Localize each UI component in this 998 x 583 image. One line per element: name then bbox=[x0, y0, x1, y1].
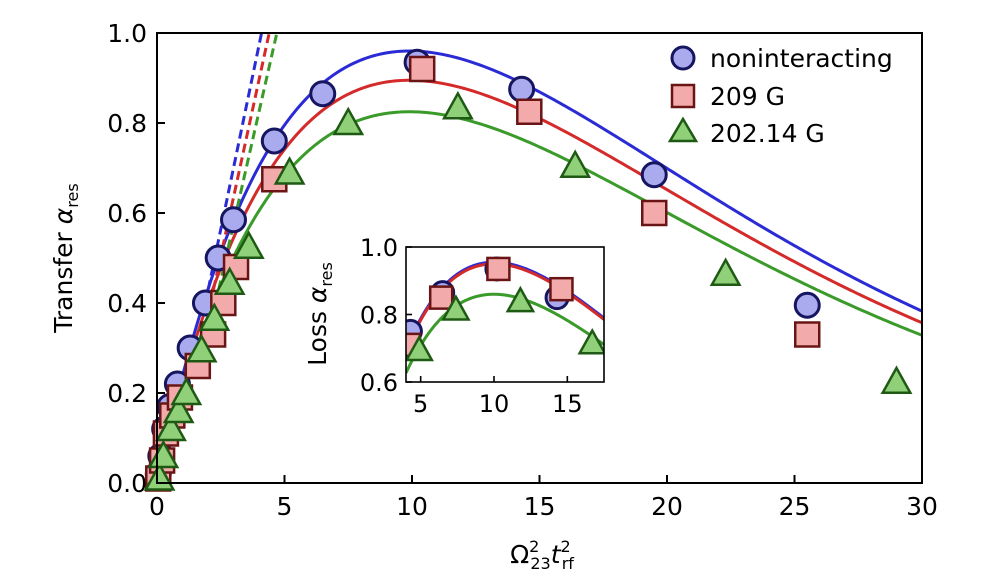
x-tick-label-6: 30 bbox=[906, 492, 938, 521]
data-point-s2-3 bbox=[162, 394, 195, 424]
inset-fit-curve-2 bbox=[406, 292, 604, 374]
data-point-s1-11 bbox=[516, 98, 543, 125]
data-point-s2-5 bbox=[185, 333, 218, 363]
inset-point-s2-3 bbox=[577, 327, 604, 355]
data-point-s0-10 bbox=[309, 80, 337, 108]
data-point-s2-7 bbox=[213, 266, 246, 296]
inset-ticks: 5 10 15 0.6 0.8 1.0 bbox=[360, 234, 583, 418]
data-point-s2-6 bbox=[198, 302, 231, 332]
data-point-s0-8 bbox=[220, 206, 247, 234]
data-point-s0-14 bbox=[793, 291, 821, 319]
x-tick-label-4: 20 bbox=[651, 492, 683, 521]
inset-y-axis-label: Loss αres bbox=[303, 262, 336, 366]
y-tick-label-5: 1.0 bbox=[107, 19, 147, 48]
x-tick-label-1: 5 bbox=[277, 492, 293, 521]
data-point-s2-10 bbox=[332, 106, 365, 136]
inset-point-s2-0 bbox=[406, 334, 434, 362]
x-tick-label-0: 0 bbox=[149, 492, 165, 521]
main-ticks: 0 5 10 15 20 25 30 0.0 0.2 0.4 0.6 0.8 1.0 bbox=[107, 19, 938, 521]
data-point-s2-2 bbox=[155, 412, 187, 442]
data-point-s0-13 bbox=[640, 161, 668, 189]
x-tick-label-5: 25 bbox=[779, 492, 811, 521]
inset-data-points bbox=[406, 256, 604, 362]
data-point-s2-14 bbox=[880, 365, 913, 395]
y-tick-label-0: 0.0 bbox=[107, 469, 147, 498]
inset-y-tick-label-1: 0.8 bbox=[360, 302, 398, 330]
data-point-s0-9 bbox=[260, 127, 288, 155]
x-tick-label-3: 15 bbox=[524, 492, 556, 521]
y-tick-label-1: 0.2 bbox=[107, 379, 147, 408]
data-point-s1-13 bbox=[794, 321, 821, 348]
y-axis-label: Transfer αres bbox=[49, 183, 82, 333]
inset-point-s2-2 bbox=[505, 285, 536, 313]
data-point-s2-13 bbox=[709, 257, 742, 287]
legend-label-209g: 209 G bbox=[710, 82, 785, 111]
y-tick-label-2: 0.4 bbox=[107, 289, 147, 318]
data-point-s2-8 bbox=[232, 230, 265, 260]
legend-label-noninteracting: noninteracting bbox=[710, 44, 893, 73]
inset-x-tick-label-2: 15 bbox=[552, 390, 583, 418]
legend-marker-209g bbox=[670, 83, 696, 109]
data-point-s1-10 bbox=[408, 55, 436, 83]
inset-y-tick-label-0: 0.6 bbox=[360, 369, 398, 397]
inset-x-tick-label-1: 10 bbox=[479, 390, 510, 418]
inset-point-s1-2 bbox=[486, 256, 511, 282]
data-point-s2-4 bbox=[170, 376, 203, 406]
fit-curve-0 bbox=[157, 49, 922, 483]
legend-marker-noninteracting bbox=[670, 45, 696, 71]
data-point-s2-9 bbox=[273, 156, 306, 185]
data-point-s2-11 bbox=[441, 90, 474, 120]
inset-point-s1-1 bbox=[428, 285, 454, 310]
data-point-s2-12 bbox=[559, 149, 592, 179]
main-data-points bbox=[143, 48, 913, 492]
data-point-s1-12 bbox=[641, 199, 668, 227]
inset-chart: 5 10 15 0.6 0.8 1.0 Loss αres bbox=[303, 234, 605, 418]
inset-x-tick-label-0: 5 bbox=[413, 390, 428, 418]
x-axis-label: Ω2 23t2 rf bbox=[510, 537, 574, 573]
inset-point-s2-1 bbox=[441, 294, 471, 321]
legend: noninteracting 209 G 202.14 G bbox=[667, 44, 893, 148]
legend-label-202g: 202.14 G bbox=[710, 119, 825, 148]
y-tick-label-3: 0.6 bbox=[107, 199, 147, 228]
x-tick-label-2: 10 bbox=[396, 492, 428, 521]
data-point-s0-12 bbox=[508, 75, 536, 103]
y-tick-label-4: 0.8 bbox=[107, 109, 147, 138]
inset-y-tick-label-2: 1.0 bbox=[360, 234, 398, 262]
inset-point-s1-3 bbox=[549, 276, 574, 302]
legend-marker-202g bbox=[667, 116, 699, 143]
